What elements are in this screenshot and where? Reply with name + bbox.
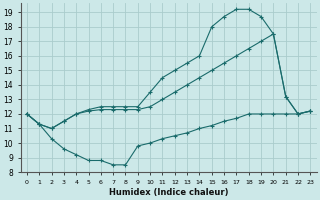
X-axis label: Humidex (Indice chaleur): Humidex (Indice chaleur) — [109, 188, 228, 197]
